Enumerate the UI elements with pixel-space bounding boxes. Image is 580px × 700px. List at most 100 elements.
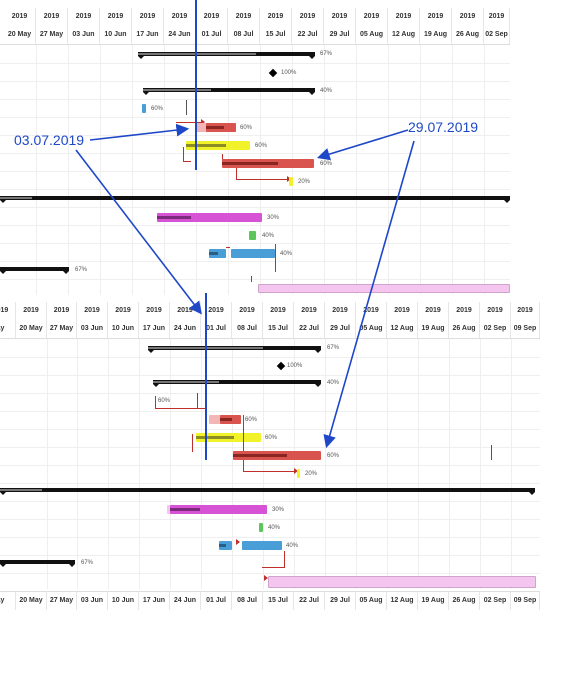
task-bar[interactable]	[186, 141, 250, 150]
year-label: 2019	[511, 302, 540, 320]
summary-task-bar[interactable]	[148, 346, 321, 353]
dependency-link	[251, 276, 252, 282]
week-label: 29 Jul	[324, 26, 356, 44]
week-label: 15 Jul	[263, 592, 294, 610]
progress-label: 67%	[320, 51, 333, 57]
summary-task-bar[interactable]	[143, 88, 315, 95]
week-label: 20 May	[16, 592, 47, 610]
footer-week-row: ay 20 May 27 May 03 Jun 10 Jun 17 Jun 24…	[0, 591, 540, 610]
task-bar[interactable]	[220, 415, 241, 424]
summary-task-bar[interactable]	[153, 380, 321, 387]
week-label: 17 Jun	[139, 320, 170, 338]
task-bar[interactable]	[268, 576, 536, 588]
week-label: 24 Jun	[170, 320, 201, 338]
year-label: 2019	[387, 302, 418, 320]
year-label: 2019	[201, 302, 232, 320]
week-header-row: 20 May 27 May 03 Jun 10 Jun 17 Jun 24 Ju…	[0, 26, 510, 45]
progress-label: 20%	[305, 471, 318, 477]
progress-label: 100%	[281, 70, 297, 76]
task-bar[interactable]	[233, 451, 321, 460]
week-label: 03 Jun	[77, 320, 108, 338]
dependency-link	[226, 247, 230, 248]
week-label: 08 Jul	[232, 592, 263, 610]
task-bar[interactable]	[219, 541, 232, 550]
year-label: 2019	[388, 8, 420, 26]
progress-label: 60%	[158, 398, 171, 404]
year-label: 2019	[132, 8, 164, 26]
week-label: 19 Aug	[418, 320, 449, 338]
year-label: 2019	[294, 302, 325, 320]
dependency-link	[243, 471, 295, 472]
week-label: 12 Aug	[387, 592, 418, 610]
dependency-link	[262, 567, 285, 568]
summary-task-bar[interactable]	[138, 52, 315, 59]
year-label: 2019	[77, 302, 108, 320]
progress-label: 40%	[262, 233, 275, 239]
task-bar[interactable]	[231, 249, 275, 258]
week-label: 12 Aug	[388, 26, 420, 44]
year-label: 2019	[325, 302, 356, 320]
summary-task-bar[interactable]	[0, 196, 510, 203]
summary-task-bar[interactable]	[0, 560, 75, 567]
week-label: 22 Jul	[294, 592, 325, 610]
progress-label: 60%	[240, 125, 253, 131]
week-label: 05 Aug	[356, 320, 387, 338]
week-label: 02 Sep	[484, 26, 510, 44]
week-label: 26 Aug	[449, 592, 480, 610]
milestone-diamond[interactable]	[276, 361, 286, 371]
year-label: 2019	[356, 8, 388, 26]
gantt-bottom-panel: 2019 2019 2019 2019 2019 2019 2019 2019 …	[0, 302, 540, 612]
week-label: 24 Jun	[164, 26, 196, 44]
task-bar[interactable]	[157, 213, 262, 222]
progress-label: 67%	[327, 345, 340, 351]
week-label: 24 Jun	[170, 592, 201, 610]
task-bar[interactable]	[196, 433, 261, 442]
task-bar[interactable]	[206, 123, 236, 132]
task-bar[interactable]	[142, 104, 146, 113]
year-label: 2019	[356, 302, 387, 320]
summary-task-bar[interactable]	[0, 267, 69, 274]
week-label: ay	[0, 592, 16, 610]
task-bar[interactable]	[249, 231, 256, 240]
progress-label: 60%	[151, 106, 164, 112]
year-label: 2019	[232, 302, 263, 320]
year-label: 2019	[260, 8, 292, 26]
year-label: 2019	[420, 8, 452, 26]
week-label: 09 Sep	[511, 592, 540, 610]
task-bar[interactable]	[297, 469, 300, 478]
summary-task-bar[interactable]	[0, 488, 535, 495]
year-label: 2019	[480, 302, 511, 320]
task-bar[interactable]	[259, 523, 263, 532]
progress-label: 20%	[298, 179, 311, 185]
dependency-link	[243, 415, 244, 451]
task-bar[interactable]	[242, 541, 282, 550]
date-annotation-right: 29.07.2019	[408, 119, 479, 135]
year-label: 2019	[4, 8, 36, 26]
year-label: 2019	[36, 8, 68, 26]
date-annotation-left: 03.07.2019	[14, 132, 85, 148]
week-label: 26 Aug	[449, 320, 480, 338]
task-bar[interactable]	[209, 249, 226, 258]
progress-label: 67%	[75, 267, 88, 273]
week-label: 03 Jun	[68, 26, 100, 44]
week-label: 15 Jul	[263, 320, 294, 338]
week-label: ay	[0, 320, 16, 338]
year-label: 2019	[68, 8, 100, 26]
task-bar[interactable]	[222, 159, 314, 168]
week-label: 27 May	[47, 592, 77, 610]
task-bar[interactable]	[258, 284, 510, 293]
week-label: 27 May	[47, 320, 77, 338]
year-label: 2019	[196, 8, 228, 26]
task-bar[interactable]	[170, 505, 267, 514]
year-label: 2019	[484, 8, 510, 26]
gantt-top-panel: 2019 2019 2019 2019 2019 2019 2019 2019 …	[0, 8, 510, 298]
milestone-diamond[interactable]	[268, 68, 278, 78]
progress-label: 60%	[245, 417, 258, 423]
year-header-row: 2019 2019 2019 2019 2019 2019 2019 2019 …	[0, 302, 540, 320]
task-bar[interactable]	[289, 177, 293, 186]
dependency-link	[236, 179, 288, 180]
week-label: 17 Jun	[139, 592, 170, 610]
week-label: 08 Jul	[228, 26, 260, 44]
week-label: 08 Jul	[232, 320, 263, 338]
year-label: 2019	[100, 8, 132, 26]
